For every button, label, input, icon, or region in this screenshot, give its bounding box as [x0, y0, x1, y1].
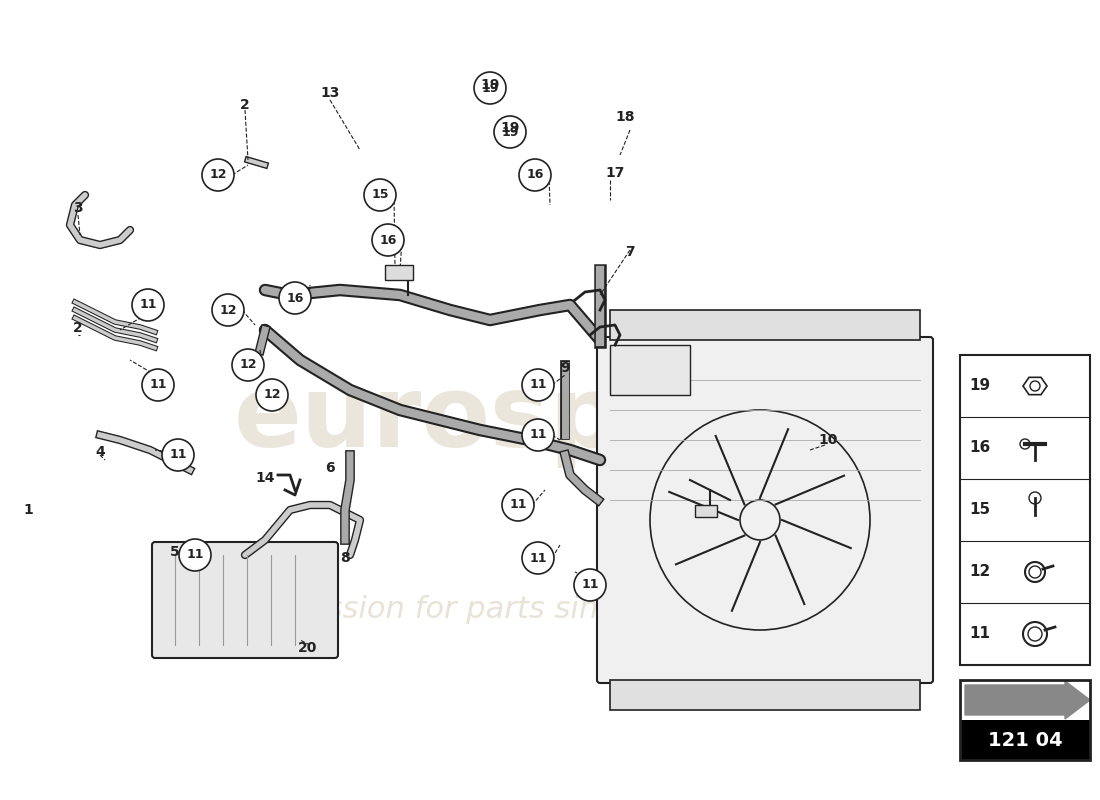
Circle shape: [256, 379, 288, 411]
Text: 16: 16: [526, 169, 543, 182]
Text: 2: 2: [73, 321, 82, 335]
Bar: [960, 355, 1090, 665]
Text: 20: 20: [298, 641, 318, 655]
FancyBboxPatch shape: [152, 542, 338, 658]
Text: 15: 15: [969, 502, 991, 518]
Text: 11: 11: [150, 378, 167, 391]
Circle shape: [202, 159, 234, 191]
Circle shape: [232, 349, 264, 381]
Text: 1: 1: [23, 503, 33, 517]
Text: 17: 17: [605, 166, 625, 180]
Circle shape: [474, 72, 506, 104]
Text: 11: 11: [581, 578, 598, 591]
Text: 7: 7: [625, 245, 635, 259]
Text: 5: 5: [170, 545, 180, 559]
Text: 6: 6: [326, 461, 334, 475]
Circle shape: [372, 224, 404, 256]
Text: 16: 16: [286, 291, 304, 305]
Text: 19: 19: [500, 121, 519, 135]
Text: 11: 11: [186, 549, 204, 562]
Text: 4: 4: [95, 445, 104, 459]
Text: 11: 11: [529, 429, 547, 442]
Circle shape: [364, 179, 396, 211]
Text: a passion for parts since 1985: a passion for parts since 1985: [260, 595, 720, 625]
Text: 19: 19: [502, 126, 519, 138]
Circle shape: [212, 294, 244, 326]
Circle shape: [179, 539, 211, 571]
Bar: [385, 265, 412, 280]
Circle shape: [494, 116, 526, 148]
Circle shape: [522, 542, 554, 574]
Text: 18: 18: [615, 110, 635, 124]
Circle shape: [162, 439, 194, 471]
Circle shape: [522, 369, 554, 401]
Text: 16: 16: [379, 234, 397, 246]
Circle shape: [574, 569, 606, 601]
Circle shape: [522, 419, 554, 451]
Text: 9: 9: [560, 361, 570, 375]
Text: 11: 11: [529, 551, 547, 565]
Text: 14: 14: [255, 471, 275, 485]
Text: 19: 19: [482, 82, 498, 94]
Text: 16: 16: [969, 441, 991, 455]
FancyBboxPatch shape: [597, 337, 933, 683]
Text: 12: 12: [219, 303, 236, 317]
Bar: [610, 680, 920, 710]
Text: 2: 2: [240, 98, 250, 112]
Text: 10: 10: [818, 433, 838, 447]
Text: 15: 15: [372, 189, 388, 202]
Text: 12: 12: [969, 565, 991, 579]
Text: 8: 8: [340, 551, 350, 565]
Circle shape: [142, 369, 174, 401]
Circle shape: [519, 159, 551, 191]
Text: 19: 19: [481, 78, 499, 92]
Text: 11: 11: [529, 378, 547, 391]
Circle shape: [279, 282, 311, 314]
Bar: [610, 345, 690, 395]
Bar: [610, 310, 920, 340]
Text: 121 04: 121 04: [988, 730, 1063, 750]
Text: eurospares: eurospares: [234, 371, 866, 469]
Text: 3: 3: [74, 201, 82, 215]
Circle shape: [502, 489, 534, 521]
Text: 19: 19: [969, 378, 991, 394]
Text: 12: 12: [240, 358, 256, 371]
Bar: [960, 720, 1090, 760]
Bar: [695, 505, 717, 517]
Text: 13: 13: [320, 86, 340, 100]
Bar: [960, 680, 1090, 760]
Text: 12: 12: [209, 169, 227, 182]
Circle shape: [132, 289, 164, 321]
Text: 11: 11: [140, 298, 156, 311]
FancyArrow shape: [965, 681, 1090, 719]
Text: 12: 12: [263, 389, 280, 402]
Text: 11: 11: [509, 498, 527, 511]
Text: 11: 11: [169, 449, 187, 462]
Text: 11: 11: [969, 626, 990, 642]
